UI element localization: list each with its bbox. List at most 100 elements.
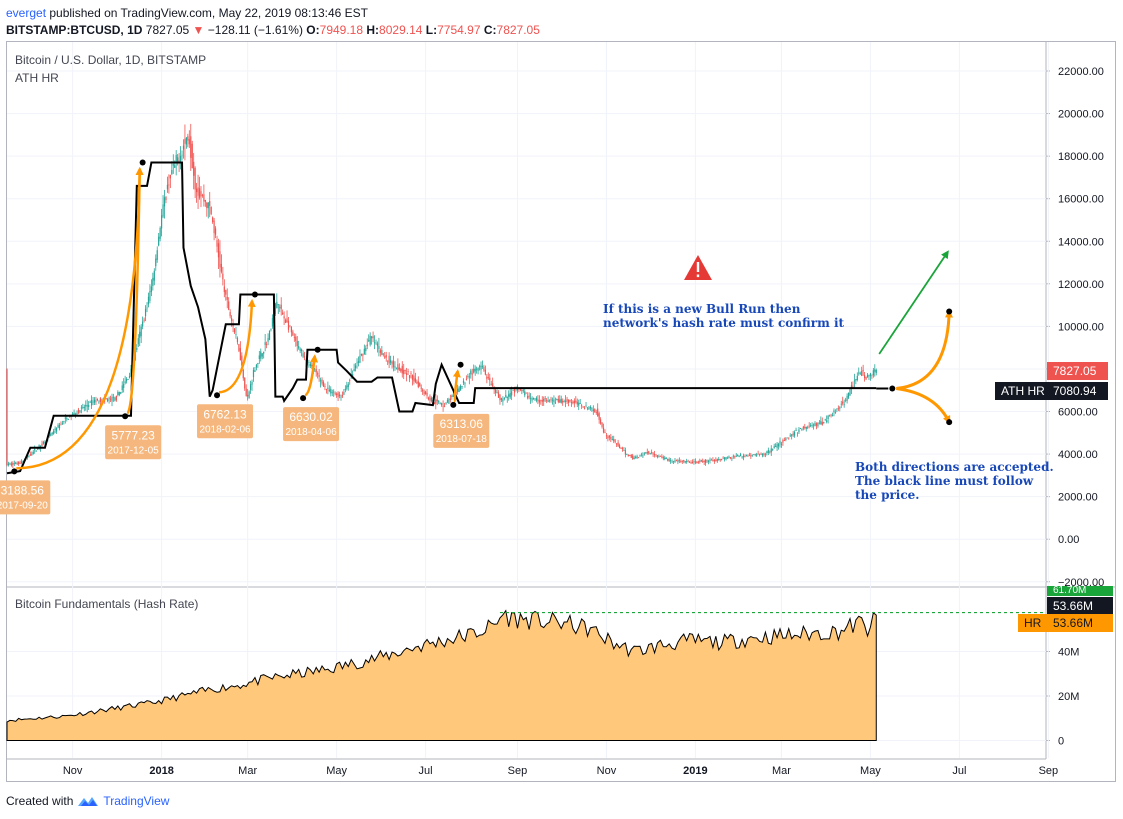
author-link[interactable]: everget xyxy=(6,6,47,20)
candle-body xyxy=(354,365,357,369)
candle-body xyxy=(353,369,355,372)
x-tick-label: Nov xyxy=(597,765,617,777)
candle-body xyxy=(76,412,78,415)
x-tick-label: Mar xyxy=(238,765,257,777)
candle-body xyxy=(563,401,565,403)
candle-body xyxy=(868,375,870,377)
candle-body xyxy=(659,455,662,457)
candle-body xyxy=(172,164,174,166)
candle-body xyxy=(248,391,250,399)
marker-value: 6313.06 xyxy=(440,417,484,431)
candle-body xyxy=(777,444,780,447)
candle-body xyxy=(817,422,819,427)
candle-body xyxy=(165,197,167,201)
candle-body xyxy=(837,408,839,410)
candle-body xyxy=(314,370,316,372)
candle-body xyxy=(127,379,129,380)
tradingview-logo-icon xyxy=(78,797,99,806)
candle-body xyxy=(767,450,769,453)
candle-body xyxy=(503,398,505,399)
candle-body xyxy=(779,441,781,444)
candle-body xyxy=(216,240,218,247)
candle-body xyxy=(496,392,498,394)
candle-body xyxy=(607,436,609,439)
candle-body xyxy=(874,369,876,372)
candle-body xyxy=(570,402,573,404)
candle-body xyxy=(242,369,244,379)
candle-body xyxy=(830,414,832,416)
candles-group xyxy=(6,123,877,468)
candle-body xyxy=(487,376,489,378)
peak-dot xyxy=(314,346,321,353)
candle-body xyxy=(50,433,52,436)
marker-value: 6630.02 xyxy=(289,410,333,424)
candle-body xyxy=(136,347,138,350)
candle-body xyxy=(757,453,759,455)
candle-body xyxy=(398,367,400,370)
projection-down-dot xyxy=(946,419,953,426)
candle-body xyxy=(465,378,468,380)
x-tick-label: Sep xyxy=(508,765,528,777)
candle-body xyxy=(464,383,466,385)
candle-body xyxy=(621,447,624,449)
candle-body xyxy=(416,382,418,384)
candle-body xyxy=(245,388,247,396)
marker-dot xyxy=(450,401,457,408)
tradingview-brand[interactable]: TradingView xyxy=(103,794,170,808)
y-tick-label: 0.00 xyxy=(1058,534,1079,546)
candle-body xyxy=(535,397,538,401)
candle-body xyxy=(648,451,650,454)
candle-body xyxy=(687,460,689,462)
y-tick-label: 22000.00 xyxy=(1058,66,1104,78)
candle-body xyxy=(861,370,863,376)
candle-body xyxy=(601,423,603,427)
candle-body xyxy=(572,401,574,404)
candle-body xyxy=(802,426,804,429)
x-tick-label: 2018 xyxy=(149,765,173,777)
candle-body xyxy=(232,324,234,327)
candle-body xyxy=(254,370,256,372)
peak-dot xyxy=(251,291,258,298)
candle-body xyxy=(441,403,443,405)
candle-body xyxy=(235,333,237,335)
candle-body xyxy=(828,415,831,417)
candle-body xyxy=(489,377,491,381)
x-tick-label: May xyxy=(860,765,881,777)
candle-body xyxy=(789,435,791,437)
candle-body xyxy=(742,455,745,458)
candle-body xyxy=(60,424,62,426)
candle-body xyxy=(562,400,564,403)
y-tick-label: 20000.00 xyxy=(1058,109,1104,121)
open-value: 7949.18 xyxy=(319,23,364,37)
candle-body xyxy=(389,360,392,363)
candle-body xyxy=(424,391,427,395)
candle-body xyxy=(343,392,345,395)
candle-body xyxy=(653,454,656,456)
candle-body xyxy=(158,236,160,246)
candle-body xyxy=(303,356,306,358)
candle-body xyxy=(277,304,279,306)
candle-body xyxy=(96,398,99,400)
candle-body xyxy=(311,364,313,367)
candle-body xyxy=(506,396,508,399)
candle-body xyxy=(337,392,339,397)
candle-body xyxy=(95,400,97,402)
candle-body xyxy=(321,379,323,384)
candle-body xyxy=(776,443,778,448)
candle-body xyxy=(553,399,555,403)
candle-body xyxy=(511,391,513,396)
candle-body xyxy=(225,289,227,295)
candle-body xyxy=(581,405,583,407)
orange-projection-curve xyxy=(125,166,144,415)
y-tick-label: 6000.00 xyxy=(1058,407,1098,419)
candle-body xyxy=(161,215,163,229)
candle-body xyxy=(233,328,236,333)
projection-origin-dot xyxy=(889,385,896,392)
candle-body xyxy=(623,449,625,451)
candle-body xyxy=(863,375,866,379)
candle-body xyxy=(680,461,682,463)
candle-body xyxy=(547,400,549,403)
candle-body xyxy=(331,392,333,394)
candle-body xyxy=(185,137,187,145)
